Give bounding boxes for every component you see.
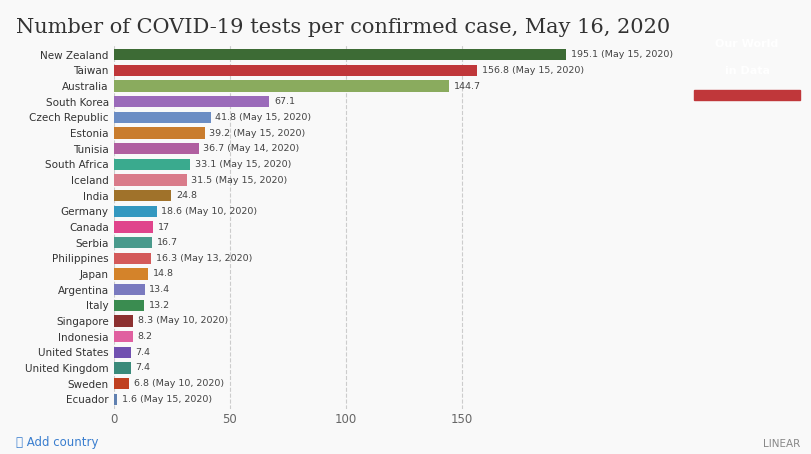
Text: 24.8: 24.8 xyxy=(176,191,196,200)
Text: 13.4: 13.4 xyxy=(149,285,170,294)
Text: 1.6 (May 15, 2020): 1.6 (May 15, 2020) xyxy=(122,395,212,404)
Bar xyxy=(114,174,187,186)
Text: 16.7: 16.7 xyxy=(157,238,178,247)
Text: Our World: Our World xyxy=(714,39,778,49)
Text: 39.2 (May 15, 2020): 39.2 (May 15, 2020) xyxy=(209,128,305,138)
Bar xyxy=(114,253,152,264)
Text: 18.6 (May 10, 2020): 18.6 (May 10, 2020) xyxy=(161,207,257,216)
Bar xyxy=(114,159,191,170)
Bar xyxy=(114,237,152,248)
Bar xyxy=(114,206,157,217)
Text: 8.2: 8.2 xyxy=(137,332,152,341)
Text: 7.4: 7.4 xyxy=(135,348,150,357)
Bar xyxy=(114,65,477,76)
Text: 36.7 (May 14, 2020): 36.7 (May 14, 2020) xyxy=(204,144,299,153)
Text: 33.1 (May 15, 2020): 33.1 (May 15, 2020) xyxy=(195,160,291,169)
Bar xyxy=(114,284,144,295)
Bar xyxy=(114,362,131,374)
Text: 156.8 (May 15, 2020): 156.8 (May 15, 2020) xyxy=(482,66,583,75)
Bar xyxy=(114,331,132,342)
Bar xyxy=(114,300,144,311)
Bar xyxy=(114,112,210,123)
Bar xyxy=(114,394,118,405)
Text: 195.1 (May 15, 2020): 195.1 (May 15, 2020) xyxy=(570,50,672,59)
Text: Number of COVID-19 tests per confirmed case, May 16, 2020: Number of COVID-19 tests per confirmed c… xyxy=(16,18,670,37)
Text: 31.5 (May 15, 2020): 31.5 (May 15, 2020) xyxy=(191,176,287,184)
Bar xyxy=(114,222,153,232)
Text: 17: 17 xyxy=(157,222,169,232)
Text: 41.8 (May 15, 2020): 41.8 (May 15, 2020) xyxy=(215,113,311,122)
Text: 144.7: 144.7 xyxy=(453,82,480,91)
Text: 14.8: 14.8 xyxy=(152,270,174,278)
Bar xyxy=(114,143,199,154)
Bar xyxy=(114,378,129,389)
Bar xyxy=(114,49,565,60)
Text: LINEAR: LINEAR xyxy=(762,439,799,449)
Text: ➕ Add country: ➕ Add country xyxy=(16,436,99,449)
Text: 13.2: 13.2 xyxy=(148,301,169,310)
Text: 6.8 (May 10, 2020): 6.8 (May 10, 2020) xyxy=(134,379,224,388)
Bar xyxy=(114,315,133,326)
Text: 67.1: 67.1 xyxy=(273,97,294,106)
Bar xyxy=(114,96,269,108)
Bar xyxy=(114,268,148,280)
Bar xyxy=(114,190,171,201)
Text: 16.3 (May 13, 2020): 16.3 (May 13, 2020) xyxy=(156,254,252,263)
Bar xyxy=(114,128,204,139)
Bar xyxy=(114,80,448,92)
Bar xyxy=(114,346,131,358)
Text: 8.3 (May 10, 2020): 8.3 (May 10, 2020) xyxy=(137,316,228,326)
Bar xyxy=(693,90,799,100)
Text: 7.4: 7.4 xyxy=(135,363,150,372)
Text: in Data: in Data xyxy=(723,66,769,76)
